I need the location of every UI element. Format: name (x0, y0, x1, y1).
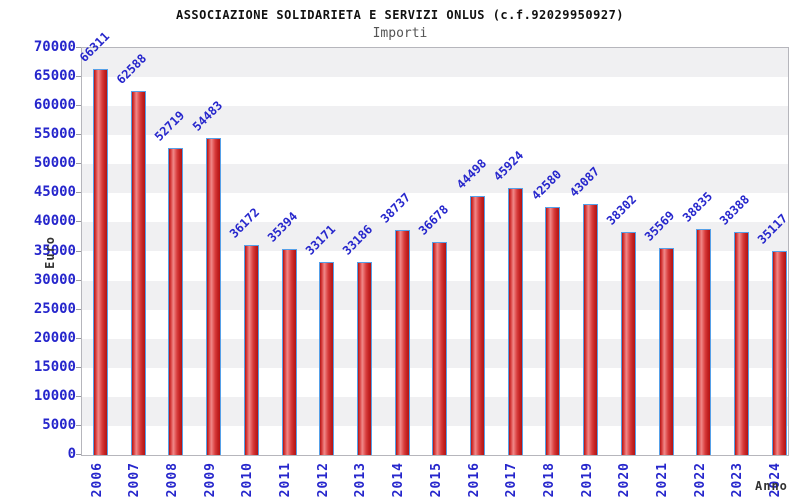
bar-2023 (733, 231, 749, 455)
x-tick-label: 2014 (391, 462, 407, 498)
y-tick-label: 65000 (33, 68, 76, 85)
bar-2010 (243, 244, 259, 455)
x-tick-label: 2006 (89, 462, 105, 498)
grid-band (82, 77, 788, 107)
bar-2019 (583, 204, 599, 455)
y-tick-label: 5000 (42, 416, 76, 433)
y-tick-label: 60000 (33, 97, 76, 114)
bar-2018 (545, 207, 561, 455)
bar-2022 (696, 229, 712, 455)
y-tick-label: 45000 (33, 184, 76, 201)
bar-2013 (356, 262, 372, 455)
bar-2006 (93, 69, 108, 455)
y-tick-mark (76, 250, 81, 252)
y-tick-mark (76, 47, 81, 48)
y-tick-label: 25000 (33, 300, 76, 317)
grid-band (82, 193, 788, 223)
y-tick-mark (76, 337, 81, 339)
x-tick-label: 2007 (127, 462, 143, 498)
y-tick-label: 20000 (33, 329, 76, 346)
x-tick-label: 2018 (541, 462, 557, 498)
x-tick-label: 2013 (353, 462, 369, 498)
y-tick-label: 35000 (33, 242, 76, 259)
grid-band (82, 164, 788, 194)
y-tick-mark (76, 76, 81, 78)
x-tick-label: 2017 (504, 462, 520, 498)
x-axis-title: Anno (755, 479, 788, 493)
x-tick-label: 2008 (164, 462, 180, 498)
y-tick-mark (76, 192, 81, 194)
y-tick-mark (76, 454, 81, 455)
y-tick-mark (76, 105, 81, 107)
x-tick-label: 2016 (466, 462, 482, 498)
y-tick-label: 55000 (33, 126, 76, 143)
x-tick-label: 2010 (240, 462, 256, 498)
bar-2008 (168, 148, 184, 455)
x-tick-label: 2022 (692, 462, 708, 498)
y-tick-mark (76, 366, 81, 368)
bar-2009 (206, 138, 222, 455)
y-tick-mark (76, 424, 81, 426)
y-tick-label: 70000 (33, 39, 76, 55)
bar-2017 (507, 188, 523, 455)
bar-2007 (130, 91, 146, 455)
x-tick-label: 2011 (278, 462, 293, 498)
bar-2012 (319, 262, 335, 455)
y-tick-label: 10000 (33, 387, 76, 404)
x-tick-label: 2009 (202, 462, 218, 498)
grid-band (82, 106, 788, 136)
x-tick-label: 2015 (428, 462, 444, 498)
chart-subtitle: Importi (372, 26, 428, 41)
bar-2016 (470, 196, 485, 455)
y-tick-mark (76, 163, 81, 165)
bar-2021 (658, 248, 674, 455)
y-tick-mark (76, 279, 81, 281)
grid-band (82, 48, 788, 78)
x-tick-label: 2012 (315, 462, 331, 498)
y-tick-mark (76, 308, 81, 310)
plot-area: 66311 62588 52719 54483 36172 35394 33171 33186… (76, 30, 790, 456)
bar-2024 (771, 250, 787, 455)
x-tick-label: 2019 (579, 462, 595, 498)
bar-2011 (281, 249, 297, 455)
y-axis-title: Euro (43, 236, 57, 269)
bar-2014 (394, 229, 410, 455)
bar-2020 (620, 232, 636, 455)
x-tick-label: 2020 (617, 462, 633, 498)
y-tick-label: 40000 (33, 213, 76, 230)
y-tick-label: 0 (67, 446, 76, 462)
y-tick-mark (76, 221, 81, 223)
x-tick-label: 2023 (730, 462, 746, 498)
grid-band (82, 135, 788, 165)
y-tick-mark (76, 134, 81, 136)
y-tick-label: 50000 (33, 155, 76, 172)
y-tick-mark (76, 395, 81, 397)
y-tick-label: 15000 (33, 358, 76, 375)
chart-title: ASSOCIAZIONE SOLIDARIETA E SERVIZI ONLUS… (175, 8, 625, 22)
y-tick-label: 30000 (33, 271, 76, 288)
bar-2015 (432, 241, 448, 455)
x-tick-label: 2021 (655, 462, 670, 498)
